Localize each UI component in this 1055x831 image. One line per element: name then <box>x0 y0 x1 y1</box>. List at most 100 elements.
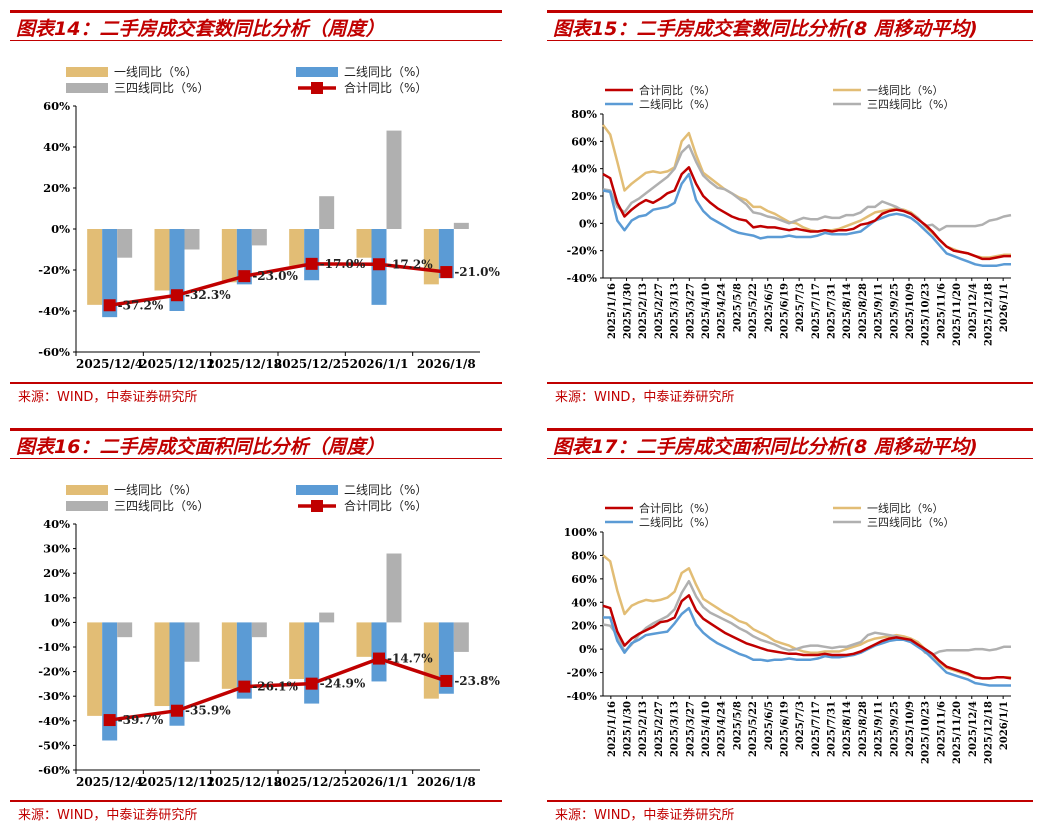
legend-label-0: 一线同比（%） <box>114 483 197 497</box>
x-tick-label: 2025/2/27 <box>654 701 665 757</box>
bar-second-tier <box>438 229 454 279</box>
total-data-label: -17.2% <box>387 257 433 271</box>
x-tick-label: 2025/9/11 <box>874 701 885 757</box>
total-data-label: -37.2% <box>118 298 164 312</box>
legend-marker-total <box>311 500 323 512</box>
total-marker <box>373 652 385 665</box>
x-tick-label: 2026/1/1 <box>999 701 1010 750</box>
y-tick-label: -30% <box>38 689 70 703</box>
panel-title: 图表14：二手房成交套数同比分析（周度） <box>16 18 385 40</box>
y-tick-label: 60% <box>571 135 597 148</box>
y-tick-label: -40% <box>567 272 598 285</box>
x-tick-label: 2025/3/27 <box>685 283 696 339</box>
bar-first-tier <box>289 622 305 679</box>
x-tick-label: 2025/7/3 <box>795 283 806 332</box>
bar-second-tier <box>102 622 118 741</box>
bar-first-tier <box>87 229 103 305</box>
y-tick-label: -60% <box>38 345 70 359</box>
panel-fig14: 图表14：二手房成交套数同比分析（周度） 一线同比（%） 二线同比（%） 三四线同比… <box>10 10 502 410</box>
x-tick-label: 2025/3/13 <box>670 701 681 757</box>
bar-second-tier <box>371 622 387 682</box>
series-line-second-tier <box>603 606 1011 687</box>
bar-second-tier <box>236 622 252 699</box>
legend-label-0: 合计同比（%） <box>639 501 715 515</box>
bar-first-tier <box>356 229 372 258</box>
total-marker <box>440 266 453 279</box>
total-marker <box>171 704 183 717</box>
x-tick-label: 2025/9/25 <box>889 701 900 757</box>
legend-marker-total <box>311 82 323 94</box>
y-tick-label: -20% <box>38 665 70 679</box>
x-tick-label: 2025/4/10 <box>701 701 712 757</box>
x-tick-label: 2025/12/4 <box>76 775 143 789</box>
x-tick-label: 2025/11/20 <box>952 701 963 764</box>
x-tick-label: 2025/3/27 <box>685 701 696 757</box>
x-tick-label: 2025/8/14 <box>842 283 853 339</box>
x-tick-label: 2026/1/8 <box>417 357 476 371</box>
bar-third-fourth-tier <box>453 222 469 229</box>
legend-label-1: 一线同比（%） <box>867 83 943 97</box>
x-tick-label: 2025/10/9 <box>905 283 916 339</box>
bar-third-fourth-tier <box>453 622 469 652</box>
source-note: 来源：WIND，中泰证券研究所 <box>18 808 198 823</box>
legend-swatch-0 <box>66 67 108 77</box>
y-tick-label: 80% <box>571 549 597 562</box>
source-note: 来源：WIND，中泰证券研究所 <box>555 808 735 823</box>
series-line-total <box>602 594 1012 680</box>
x-tick-label: 2025/12/18 <box>983 283 994 346</box>
x-tick-label: 2026/1/1 <box>350 775 409 789</box>
x-tick-label: 2025/3/13 <box>670 283 681 339</box>
x-tick-label: 2025/12/4 <box>76 357 143 371</box>
panel-title-bar: 图表17：二手房成交面积同比分析(8 周移动平均) <box>547 428 1033 462</box>
total-marker <box>238 270 251 283</box>
x-tick-label: 2025/5/8 <box>732 283 743 332</box>
panel-title-bar: 图表16：二手房成交面积同比分析（周度） <box>10 428 502 462</box>
total-line <box>109 262 447 307</box>
total-marker <box>305 257 318 270</box>
x-tick-label: 2025/9/25 <box>889 283 900 339</box>
panel-title: 图表15：二手房成交套数同比分析(8 周移动平均) <box>553 18 978 40</box>
bar-third-fourth-tier <box>184 622 200 662</box>
chart-fig14: 一线同比（%） 二线同比（%） 三四线同比（%） 合计同比（%） -60% -40% -20… <box>38 65 500 371</box>
x-tick-label: 2025/6/5 <box>764 701 775 750</box>
bar-second-tier <box>102 229 118 318</box>
total-data-label: -35.9% <box>185 704 231 718</box>
y-tick-label: -10% <box>38 640 70 654</box>
panel-fig17: 图表17：二手房成交面积同比分析(8 周移动平均) 合计同比（%） 一线同比（%）… <box>547 428 1033 828</box>
bar-third-fourth-tier <box>251 229 267 246</box>
total-marker <box>440 674 453 687</box>
x-tick-label: 2025/8/28 <box>858 283 869 339</box>
x-tick-label: 2025/9/11 <box>874 283 885 339</box>
total-marker <box>171 289 183 302</box>
legend-label-1: 二线同比（%） <box>344 483 427 497</box>
y-tick-label: 60% <box>571 573 597 586</box>
bar-first-tier <box>221 622 237 689</box>
y-tick-label: -20% <box>567 667 598 680</box>
source-note: 来源：WIND，中泰证券研究所 <box>18 390 198 405</box>
x-tick-label: 2025/5/22 <box>748 283 759 339</box>
total-marker <box>373 258 385 271</box>
x-tick-label: 2025/7/31 <box>827 283 838 339</box>
chart-fig16: 一线同比（%） 二线同比（%） 三四线同比（%） 合计同比（%） -60% -50% -40… <box>38 483 500 789</box>
x-tick-label: 2025/12/4 <box>968 283 979 339</box>
bar-first-tier <box>356 622 372 657</box>
series-line-second-tier <box>602 172 1011 267</box>
total-marker <box>305 677 318 690</box>
x-tick-label: 2025/8/28 <box>858 701 869 757</box>
y-tick-label: -20% <box>567 245 598 258</box>
legend-label-0: 合计同比（%） <box>639 83 715 97</box>
legend-label-2: 二线同比（%） <box>639 515 715 529</box>
y-tick-label: 100% <box>564 526 598 539</box>
x-tick-label: 2025/11/6 <box>936 283 947 339</box>
y-tick-label: 20% <box>43 566 70 580</box>
bar-first-tier <box>154 229 170 291</box>
x-tick-label: 2025/2/13 <box>638 283 649 339</box>
legend-swatch-2 <box>66 501 108 511</box>
y-tick-label: 40% <box>43 517 70 531</box>
y-tick-label: 40% <box>43 140 70 154</box>
bar-third-fourth-tier <box>386 130 402 229</box>
bar-second-tier <box>304 229 320 281</box>
bar-second-tier <box>304 622 320 704</box>
y-tick-label: 20% <box>571 620 597 633</box>
legend-label-0: 一线同比（%） <box>114 65 197 79</box>
